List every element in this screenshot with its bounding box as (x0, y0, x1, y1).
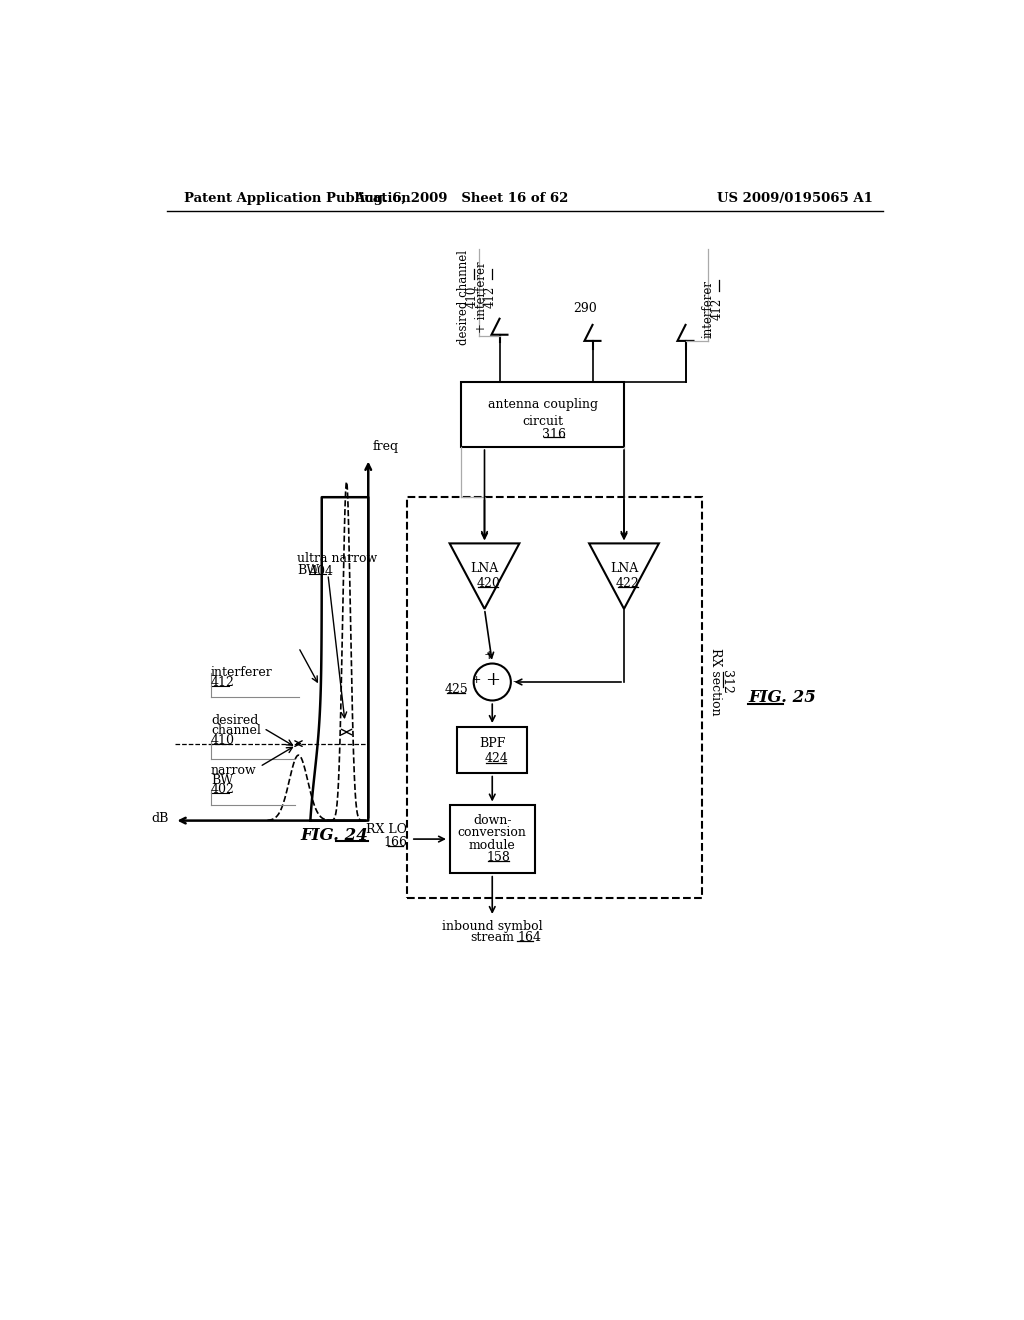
Text: RX section: RX section (709, 648, 722, 715)
Text: 425: 425 (444, 684, 468, 696)
Text: 412: 412 (483, 286, 497, 308)
Bar (450, 805, 535, 873)
Bar (458, 726, 527, 774)
Text: FIG. 24: FIG. 24 (300, 828, 369, 845)
Text: interferer: interferer (211, 667, 272, 680)
Text: 316: 316 (543, 428, 566, 441)
Text: 158: 158 (486, 851, 510, 865)
Bar (461, 381, 624, 447)
Text: 420: 420 (476, 577, 501, 590)
Text: circuit: circuit (522, 416, 563, 428)
Text: 422: 422 (616, 577, 640, 590)
Text: LNA: LNA (610, 561, 638, 574)
Text: dB: dB (151, 812, 168, 825)
Text: 402: 402 (211, 783, 234, 796)
Text: 312: 312 (720, 671, 733, 694)
Text: -: - (512, 675, 517, 689)
Text: BPF: BPF (479, 737, 506, 750)
Text: 290: 290 (573, 302, 597, 315)
Text: narrow: narrow (211, 764, 257, 777)
Text: channel: channel (211, 723, 261, 737)
Text: conversion: conversion (458, 826, 526, 840)
Text: 166: 166 (383, 837, 407, 850)
Text: 412: 412 (211, 676, 234, 689)
Text: desired: desired (211, 714, 258, 727)
Text: +: + (483, 649, 495, 663)
Text: inbound symbol: inbound symbol (442, 920, 543, 933)
Text: +: + (472, 676, 481, 685)
Text: stream: stream (470, 931, 514, 944)
Text: interferer: interferer (701, 280, 714, 338)
Text: +: + (484, 672, 500, 689)
Text: freq: freq (373, 440, 399, 453)
Text: 410: 410 (466, 286, 478, 308)
Text: antenna coupling: antenna coupling (487, 399, 598, 412)
Text: US 2009/0195065 A1: US 2009/0195065 A1 (717, 191, 872, 205)
Text: 410: 410 (211, 734, 234, 747)
Text: LNA: LNA (470, 561, 499, 574)
Text: Patent Application Publication: Patent Application Publication (183, 191, 411, 205)
Text: BW: BW (211, 774, 233, 787)
Text: RX LO: RX LO (366, 824, 407, 837)
Text: 412: 412 (711, 297, 724, 319)
Text: 164: 164 (517, 931, 541, 944)
Text: desired channel: desired channel (457, 249, 470, 345)
Text: 424: 424 (484, 752, 508, 766)
Text: FIG. 25: FIG. 25 (748, 689, 816, 706)
Bar (407, 498, 701, 898)
Text: down-: down- (473, 814, 512, 828)
Text: module: module (469, 838, 516, 851)
Text: + interferer: + interferer (475, 261, 487, 333)
Text: 404: 404 (309, 565, 334, 578)
Text: ultra narrow: ultra narrow (297, 552, 377, 565)
Text: Aug. 6, 2009   Sheet 16 of 62: Aug. 6, 2009 Sheet 16 of 62 (354, 191, 568, 205)
Text: BW: BW (297, 564, 319, 577)
